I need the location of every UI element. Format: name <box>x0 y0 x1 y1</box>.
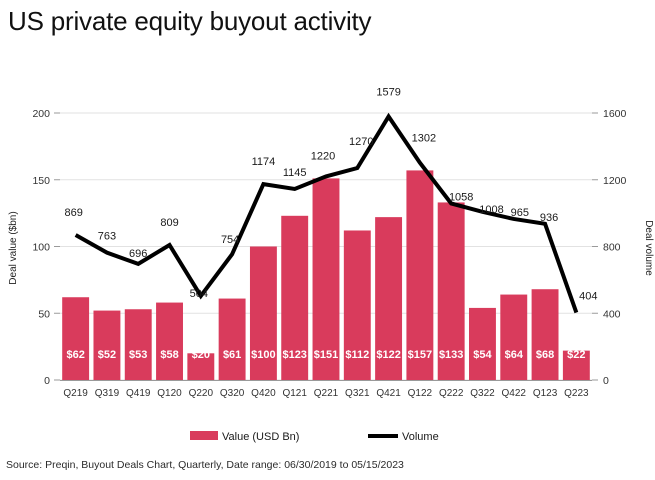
legend-label-value[interactable]: Value (USD Bn) <box>222 431 299 443</box>
bar-data-label: $58 <box>160 349 178 361</box>
x-axis-category-labels: Q219 Q319 Q419 Q120 Q220 Q320 Q420 Q121 Q221 Q321… <box>63 388 589 399</box>
bar[interactable] <box>62 297 90 380</box>
bar[interactable] <box>406 170 434 380</box>
y-axis-right-ticks: 0 400 800 1200 1600 <box>592 108 627 387</box>
x-axis-category-label: Q222 <box>439 388 464 399</box>
line-data-label: 1302 <box>412 133 436 145</box>
line-data-label: 936 <box>540 212 558 224</box>
bar[interactable] <box>187 353 215 380</box>
bar[interactable] <box>312 178 340 380</box>
y-axis-left-ticks: 0 50 100 150 200 <box>32 108 60 387</box>
y-axis-right-tick-label: 1600 <box>603 108 627 120</box>
x-axis-category-label: Q223 <box>564 388 589 399</box>
line-data-label: 1145 <box>283 167 307 179</box>
y-axis-left-tick-label: 50 <box>38 308 50 320</box>
bar[interactable] <box>437 202 465 380</box>
y-axis-right-tick-label: 800 <box>603 242 621 254</box>
bar-data-label: $62 <box>66 349 84 361</box>
source-note: Source: Preqin, Buyout Deals Chart, Quar… <box>6 459 404 471</box>
bar-data-label: $64 <box>505 349 524 361</box>
bar-data-label: $68 <box>536 349 554 361</box>
x-axis-category-label: Q421 <box>376 388 401 399</box>
legend-label-volume[interactable]: Volume <box>402 431 439 443</box>
line-data-label: 404 <box>579 291 597 303</box>
bar[interactable] <box>500 294 528 380</box>
line-data-label: 1220 <box>311 150 335 162</box>
x-axis-category-label: Q319 <box>95 388 120 399</box>
x-axis-category-label: Q422 <box>502 388 527 399</box>
bars-group <box>62 170 590 380</box>
bar-data-label: $122 <box>376 349 400 361</box>
y-axis-left-tick-label: 100 <box>32 242 50 254</box>
line-data-label: 504 <box>190 288 208 300</box>
bar[interactable] <box>93 310 121 380</box>
bar-data-label: $133 <box>439 349 463 361</box>
bar-data-label: $54 <box>473 349 492 361</box>
volume-line[interactable] <box>74 112 579 314</box>
line-data-labels-group: 869 763 696 809 504 754 1174 1145 1220 1270 1579 13… <box>64 87 597 303</box>
line-data-label: 763 <box>98 231 116 243</box>
x-axis-category-label: Q221 <box>314 388 339 399</box>
y-axis-left-tick-label: 150 <box>32 175 50 187</box>
bar-data-label: $61 <box>223 349 241 361</box>
y-axis-right-tick-label: 400 <box>603 308 621 320</box>
x-axis-category-label: Q123 <box>533 388 558 399</box>
x-axis-category-label: Q420 <box>251 388 276 399</box>
volume-line-group <box>74 112 579 314</box>
legend-swatch-value <box>190 431 218 440</box>
bar-data-label: $20 <box>192 349 210 361</box>
x-axis-category-label: Q320 <box>220 388 245 399</box>
y-axis-right-title: Deal volume <box>643 220 654 276</box>
line-data-label: 754 <box>221 234 239 246</box>
x-axis-category-label: Q419 <box>126 388 151 399</box>
x-axis-category-label: Q219 <box>63 388 88 399</box>
bar-data-label: $123 <box>282 349 306 361</box>
x-axis-category-label: Q220 <box>189 388 214 399</box>
bar[interactable] <box>218 298 246 380</box>
bar-data-label: $100 <box>251 349 275 361</box>
line-data-label: 1008 <box>479 204 503 216</box>
y-axis-right-tick-label: 0 <box>603 375 609 387</box>
bar-data-label: $53 <box>129 349 147 361</box>
bar[interactable] <box>156 302 183 380</box>
line-data-label: 1270 <box>349 136 373 148</box>
bar-data-labels-group: $62 $52 $53 $58 $20 $61 $100 $123 $151 $112 $122 $1… <box>66 349 585 361</box>
x-axis-category-label: Q122 <box>408 388 433 399</box>
bar-data-label: $22 <box>567 349 585 361</box>
bar-data-label: $52 <box>98 349 116 361</box>
x-axis-category-label: Q322 <box>470 388 495 399</box>
bar-data-label: $157 <box>408 349 432 361</box>
line-data-label: 965 <box>511 207 529 219</box>
bar-data-label: $151 <box>314 349 338 361</box>
legend: Value (USD Bn) Volume <box>190 431 439 443</box>
page-title: US private equity buyout activity <box>8 6 372 36</box>
bar[interactable] <box>249 246 277 381</box>
x-axis-category-label: Q121 <box>282 388 307 399</box>
y-axis-left-tick-label: 200 <box>32 108 50 120</box>
bar-data-label: $112 <box>345 349 369 361</box>
y-axis-left-title: Deal value ($bn) <box>8 211 19 284</box>
bar[interactable] <box>562 350 590 380</box>
bar[interactable] <box>281 215 309 380</box>
bar[interactable] <box>343 230 371 380</box>
bar[interactable] <box>124 309 152 380</box>
bar[interactable] <box>469 307 496 380</box>
y-axis-right-tick-label: 1200 <box>603 175 627 187</box>
line-data-label: 1174 <box>252 156 276 168</box>
line-data-label: 809 <box>160 217 178 229</box>
x-axis-category-label: Q321 <box>345 388 370 399</box>
line-data-label: 1579 <box>376 87 400 99</box>
y-axis-left-tick-label: 0 <box>44 375 50 387</box>
line-data-label: 1058 <box>449 191 473 203</box>
line-data-label: 696 <box>129 248 147 260</box>
bar[interactable] <box>375 217 403 380</box>
line-data-label: 869 <box>64 207 82 219</box>
x-axis-category-label: Q120 <box>157 388 182 399</box>
bar[interactable] <box>531 289 559 380</box>
